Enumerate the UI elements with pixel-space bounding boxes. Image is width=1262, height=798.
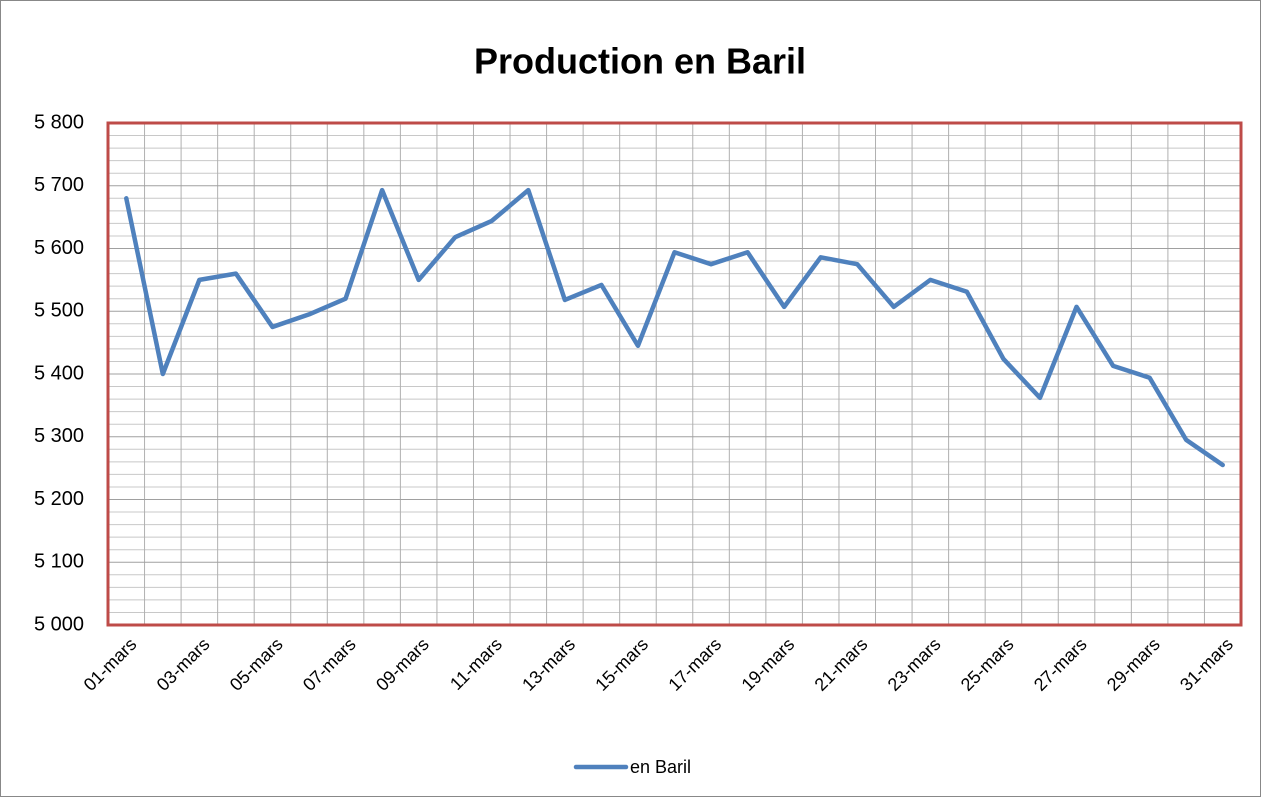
y-tick-label: 5 300 (34, 425, 84, 447)
data-line (124, 187, 1225, 468)
y-tick-label: 5 700 (34, 174, 84, 196)
y-tick-label: 5 800 (34, 111, 84, 133)
y-tick-label: 5 500 (34, 300, 84, 322)
legend-label: en Baril (630, 757, 691, 777)
y-tick-label: 5 100 (34, 551, 84, 573)
chart-title: Production en Baril (474, 41, 806, 82)
y-tick-label: 5 600 (34, 237, 84, 259)
plot-border (106, 121, 1243, 627)
y-tick-label: 5 400 (34, 362, 84, 384)
y-tick-label: 5 200 (34, 488, 84, 510)
y-tick-label: 5 000 (34, 613, 84, 635)
